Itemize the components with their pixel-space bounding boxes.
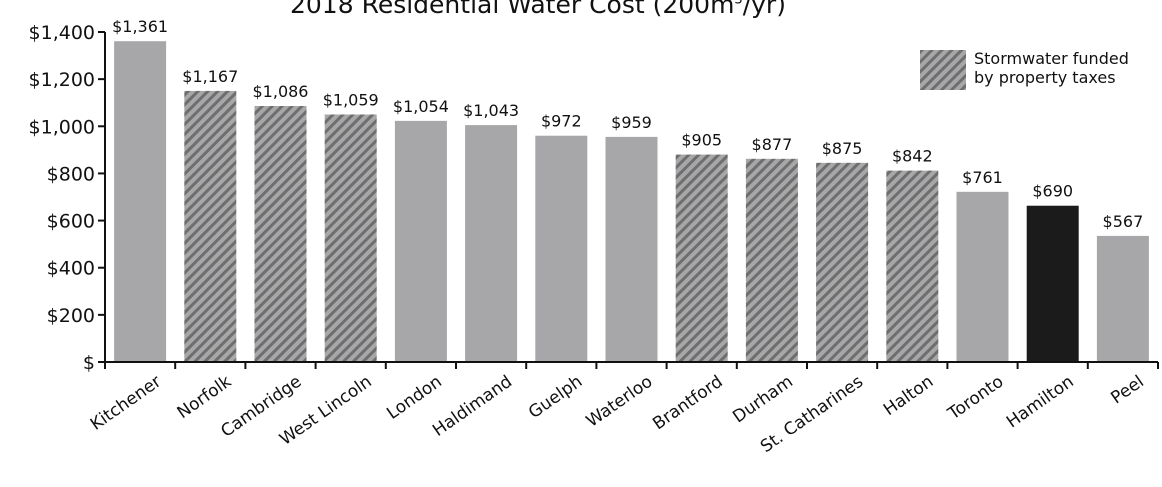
x-tick-label: Guelph bbox=[525, 372, 586, 423]
bar-value-label: $567 bbox=[1103, 212, 1144, 231]
x-tick-label: Kitchener bbox=[87, 372, 165, 435]
chart-title-tail: /yr) bbox=[742, 0, 786, 19]
bar bbox=[1026, 205, 1079, 362]
bar-value-label: $1,059 bbox=[323, 91, 379, 110]
bar-value-label: $1,043 bbox=[463, 101, 519, 120]
x-tick-label: London bbox=[383, 372, 446, 424]
bar bbox=[254, 106, 307, 362]
bar bbox=[745, 158, 798, 362]
y-tick-label: $1,000 bbox=[29, 116, 95, 138]
x-tick-label: Toronto bbox=[944, 372, 1008, 425]
bar-value-label: $959 bbox=[611, 113, 652, 132]
bar bbox=[816, 162, 869, 362]
bar bbox=[324, 114, 377, 362]
bar-value-label: $1,361 bbox=[112, 17, 168, 36]
y-tick-label: $ bbox=[83, 352, 95, 374]
x-tick-label: Haldimand bbox=[429, 372, 516, 441]
bar-value-label: $842 bbox=[892, 147, 933, 166]
bar bbox=[1096, 235, 1149, 362]
bar bbox=[886, 170, 939, 362]
bar-value-label: $905 bbox=[681, 131, 722, 150]
bar-value-label: $877 bbox=[752, 135, 793, 154]
bar bbox=[114, 41, 167, 362]
bar-value-label: $1,167 bbox=[182, 67, 238, 86]
bar-value-label: $875 bbox=[822, 139, 863, 158]
bar bbox=[184, 90, 237, 362]
chart-title: 2018 Residential Water Cost (200m3/yr) bbox=[290, 0, 930, 19]
bar bbox=[605, 136, 658, 362]
legend-hatch-swatch bbox=[920, 50, 966, 90]
x-tick-label: Norfolk bbox=[174, 372, 236, 423]
x-tick-label: Waterloo bbox=[583, 372, 657, 432]
y-tick-label: $400 bbox=[47, 258, 95, 280]
bar bbox=[535, 135, 588, 362]
legend-label: Stormwater funded by property taxes bbox=[974, 49, 1162, 87]
y-tick-label: $1,200 bbox=[29, 69, 95, 91]
bar bbox=[465, 125, 518, 362]
y-tick-label: $800 bbox=[47, 163, 95, 185]
bar bbox=[675, 154, 728, 362]
chart-title-main: 2018 Residential Water Cost (200m bbox=[290, 0, 735, 19]
x-tick-label: Hamilton bbox=[1003, 372, 1078, 433]
chart-title-superscript: 3 bbox=[734, 0, 743, 8]
x-tick-label: Brantford bbox=[649, 372, 726, 434]
x-tick-label: Peel bbox=[1107, 372, 1147, 409]
y-tick-label: $200 bbox=[47, 305, 95, 327]
bars-group: $1,361 $1,167 $1,086 $1,059 $1,054 $1,043 $972… bbox=[112, 17, 1149, 362]
bar-value-label: $690 bbox=[1032, 182, 1073, 201]
bar bbox=[394, 120, 447, 362]
bar-value-label: $1,086 bbox=[253, 82, 309, 101]
bar-value-label: $972 bbox=[541, 112, 582, 131]
y-tick-label: $600 bbox=[47, 211, 95, 233]
x-tick-label: Halton bbox=[880, 372, 937, 420]
bar-value-label: $1,054 bbox=[393, 97, 449, 116]
legend-label-line-2: by property taxes bbox=[974, 68, 1116, 87]
y-tick-label: $1,400 bbox=[29, 22, 95, 44]
legend-label-line-1: Stormwater funded bbox=[974, 49, 1129, 68]
bar-value-label: $761 bbox=[962, 168, 1003, 187]
bar bbox=[956, 191, 1009, 362]
